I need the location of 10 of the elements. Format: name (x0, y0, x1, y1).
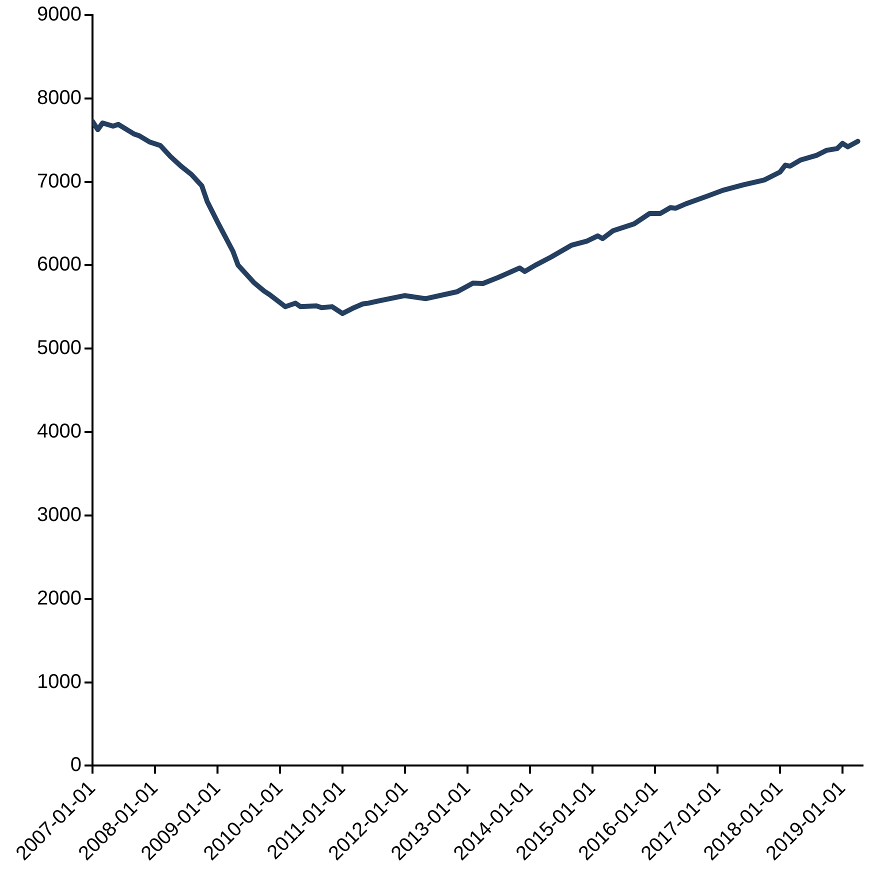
y-tick-label: 2000 (36, 587, 82, 610)
y-tick-label: 8000 (36, 86, 82, 109)
y-tick-label: 9000 (36, 4, 82, 26)
y-tick-label: 3000 (36, 504, 82, 526)
y-tick-label: 4000 (36, 420, 82, 443)
y-tick-label: 0 (70, 754, 82, 776)
y-tick-label: 5000 (36, 337, 82, 360)
y-tick-label: 6000 (36, 254, 82, 276)
y-tick-label: 1000 (36, 670, 82, 693)
y-tick-label: 7000 (36, 170, 82, 192)
